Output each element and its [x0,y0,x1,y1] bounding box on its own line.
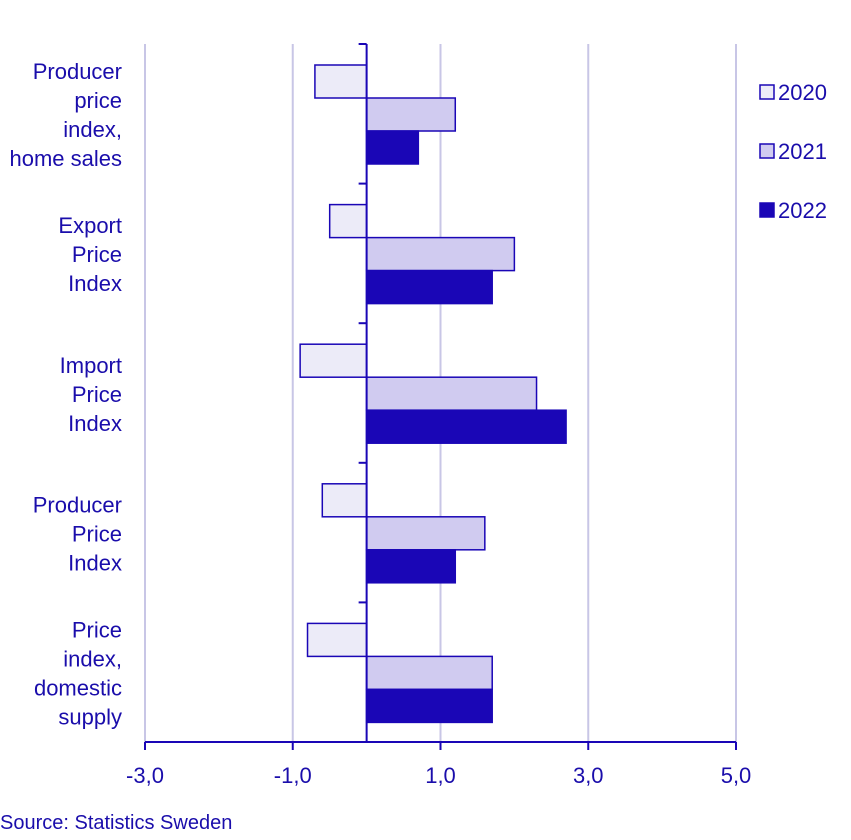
axes [144,43,737,750]
bar-2020-3 [321,483,368,518]
category-label-line: supply [58,705,122,730]
bar-2022-3 [365,549,457,584]
category-label-line: Index [68,411,122,436]
bar-2020-0 [314,64,368,99]
category-label-line: price [74,88,122,113]
bar-2022-0 [365,130,420,165]
bar-2020-2 [299,343,368,378]
legend: 2020 2021 2022 [759,80,827,223]
bar-2022-2 [365,409,567,444]
category-label: Price index, domestic supply [34,618,122,730]
legend-swatch-2020 [759,84,775,100]
category-label-line: Index [68,550,122,575]
category-label-line: Price [72,521,122,546]
x-tick-label: 1,0 [425,763,456,788]
legend-swatch-2021 [759,143,775,159]
bar-2020-4 [306,622,368,658]
bars [299,64,567,724]
category-labels: Producer price index, home sales Export Price… [9,59,122,729]
x-tick-labels: -3,0 -1,0 1,0 3,0 5,0 [126,763,751,788]
legend-label-2020: 2020 [778,80,827,105]
x-tick-label: 3,0 [573,763,604,788]
bar-2022-4 [365,688,493,724]
category-label-line: Export [58,213,122,238]
bar-2022-1 [365,269,493,305]
category-label-line: Producer [33,492,122,517]
category-label: Export Price Index [58,213,122,296]
bar-2021-1 [365,236,516,272]
category-label-line: domestic [34,676,122,701]
bar-2021-3 [365,516,486,551]
bar-chart: Producer price index, home sales Export Price… [9,43,827,788]
category-label: Producer Price Index [33,492,122,575]
legend-swatch-2022 [759,202,775,218]
legend-label-2022: 2022 [778,198,827,223]
category-label-line: Price [72,618,122,643]
bar-2021-4 [365,655,493,691]
category-label: Producer price index, home sales [9,59,122,171]
bar-2021-0 [365,97,457,132]
category-label-line: Price [72,242,122,267]
category-label: Import Price Index [60,353,122,436]
category-label-line: index, [63,647,122,672]
category-label-line: Index [68,271,122,296]
category-label-line: index, [63,117,122,142]
category-label-line: Producer [33,59,122,84]
x-tick-label: -3,0 [126,763,164,788]
source-note: Source: Statistics Sweden [0,812,233,834]
bar-2021-2 [365,376,538,411]
legend-label-2021: 2021 [778,139,827,164]
category-label-line: home sales [9,146,122,171]
x-tick-label: 5,0 [721,763,752,788]
bar-2020-1 [328,203,368,239]
x-tick-label: -1,0 [274,763,312,788]
category-label-line: Import [60,353,122,378]
category-label-line: Price [72,382,122,407]
